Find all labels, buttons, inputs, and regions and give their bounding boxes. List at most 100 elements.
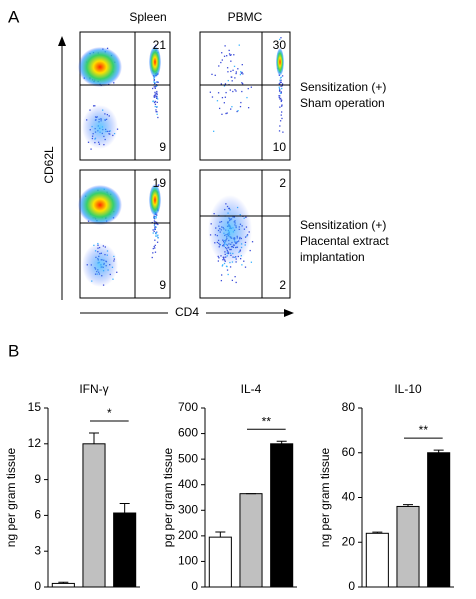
event-dot <box>281 105 283 107</box>
event-dot <box>241 71 243 74</box>
event-dot <box>153 228 156 231</box>
event-dot <box>157 237 159 239</box>
event-dot <box>242 73 244 75</box>
event-dot <box>280 114 282 116</box>
event-dot <box>238 44 240 46</box>
event-dot <box>153 215 155 217</box>
event-dot <box>153 224 156 227</box>
y-tick-label: 12 <box>28 436 42 450</box>
bar <box>51 582 75 588</box>
quadrant-percent: 21 <box>153 38 167 52</box>
event-dot <box>246 96 248 99</box>
density-hotspot <box>149 46 161 78</box>
event-dot <box>220 279 223 282</box>
event-dot <box>154 215 156 218</box>
event-dot <box>226 55 228 57</box>
event-dot <box>156 235 158 237</box>
event-dot <box>157 81 159 83</box>
event-dot <box>156 92 158 95</box>
event-dot <box>223 85 226 87</box>
event-dot <box>278 96 280 99</box>
event-dot <box>209 91 212 93</box>
condition-label: implantation <box>300 250 365 264</box>
event-dot <box>113 82 115 84</box>
y-tick-label: 400 <box>178 477 198 491</box>
event-dot <box>279 89 281 91</box>
event-dot <box>154 82 156 84</box>
quadrant-percent: 19 <box>153 176 167 190</box>
event-dot <box>280 76 282 78</box>
event-dot <box>153 220 156 222</box>
event-dot <box>220 83 223 85</box>
event-dot <box>211 73 213 76</box>
error-bar <box>403 504 413 507</box>
event-dot <box>227 71 229 73</box>
event-dot <box>232 69 234 71</box>
event-dot <box>155 235 157 237</box>
event-dot <box>157 223 159 226</box>
y-tick-label: 500 <box>178 451 198 465</box>
event-dot <box>241 90 243 93</box>
y-tick-label: 15 <box>28 400 42 414</box>
event-dot <box>154 239 156 241</box>
event-dot <box>239 73 242 76</box>
event-dot <box>281 117 283 120</box>
event-dot <box>230 54 232 56</box>
event-dot <box>226 67 229 69</box>
bar <box>82 443 106 588</box>
event-dot <box>216 100 219 102</box>
quadrant-percent: 9 <box>159 278 166 292</box>
event-dot <box>281 104 283 106</box>
event-dot <box>156 231 158 233</box>
error-bar <box>215 531 226 538</box>
event-dot <box>154 96 156 98</box>
event-dot <box>229 266 232 268</box>
y-tick-label: 600 <box>178 426 198 440</box>
event-dot <box>153 230 155 233</box>
event-dot <box>232 90 234 93</box>
event-dot <box>280 100 282 103</box>
event-dot <box>240 101 242 104</box>
event-dot <box>156 97 158 99</box>
event-dot <box>237 68 239 70</box>
event-dot <box>278 90 281 92</box>
density-hotspot <box>82 243 118 287</box>
y-tick-label: 700 <box>178 400 198 414</box>
event-dot <box>230 70 232 73</box>
chart-title: IL-10 <box>394 382 422 396</box>
event-dot <box>155 221 158 224</box>
quadrant-percent: 2 <box>279 278 286 292</box>
event-dot <box>279 95 281 97</box>
event-dot <box>153 223 156 225</box>
event-dot <box>155 233 157 235</box>
event-dot <box>153 101 156 104</box>
y-tick-label: 9 <box>34 472 41 486</box>
event-dot <box>234 89 236 91</box>
event-dot <box>211 96 214 98</box>
bar <box>365 532 389 588</box>
event-dot <box>156 93 158 96</box>
event-dot <box>228 49 230 52</box>
panel-label: B <box>8 341 19 360</box>
event-dot <box>278 88 281 90</box>
event-dot <box>250 86 253 88</box>
error-bar <box>89 432 99 444</box>
y-tick-label: 80 <box>342 400 356 414</box>
event-dot <box>154 228 156 231</box>
event-dot <box>220 274 223 276</box>
event-dot <box>280 97 282 100</box>
event-dot <box>236 110 238 113</box>
bar <box>208 536 232 588</box>
quadrant-percent: 10 <box>273 140 287 154</box>
event-dot <box>249 249 251 252</box>
event-dot <box>233 65 236 68</box>
event-dot <box>217 92 220 94</box>
event-dot <box>235 71 237 73</box>
bar <box>427 452 451 588</box>
event-dot <box>281 111 283 113</box>
bar <box>239 493 263 588</box>
event-dot <box>218 107 221 110</box>
event-dot <box>151 256 153 259</box>
event-dot <box>152 100 154 103</box>
